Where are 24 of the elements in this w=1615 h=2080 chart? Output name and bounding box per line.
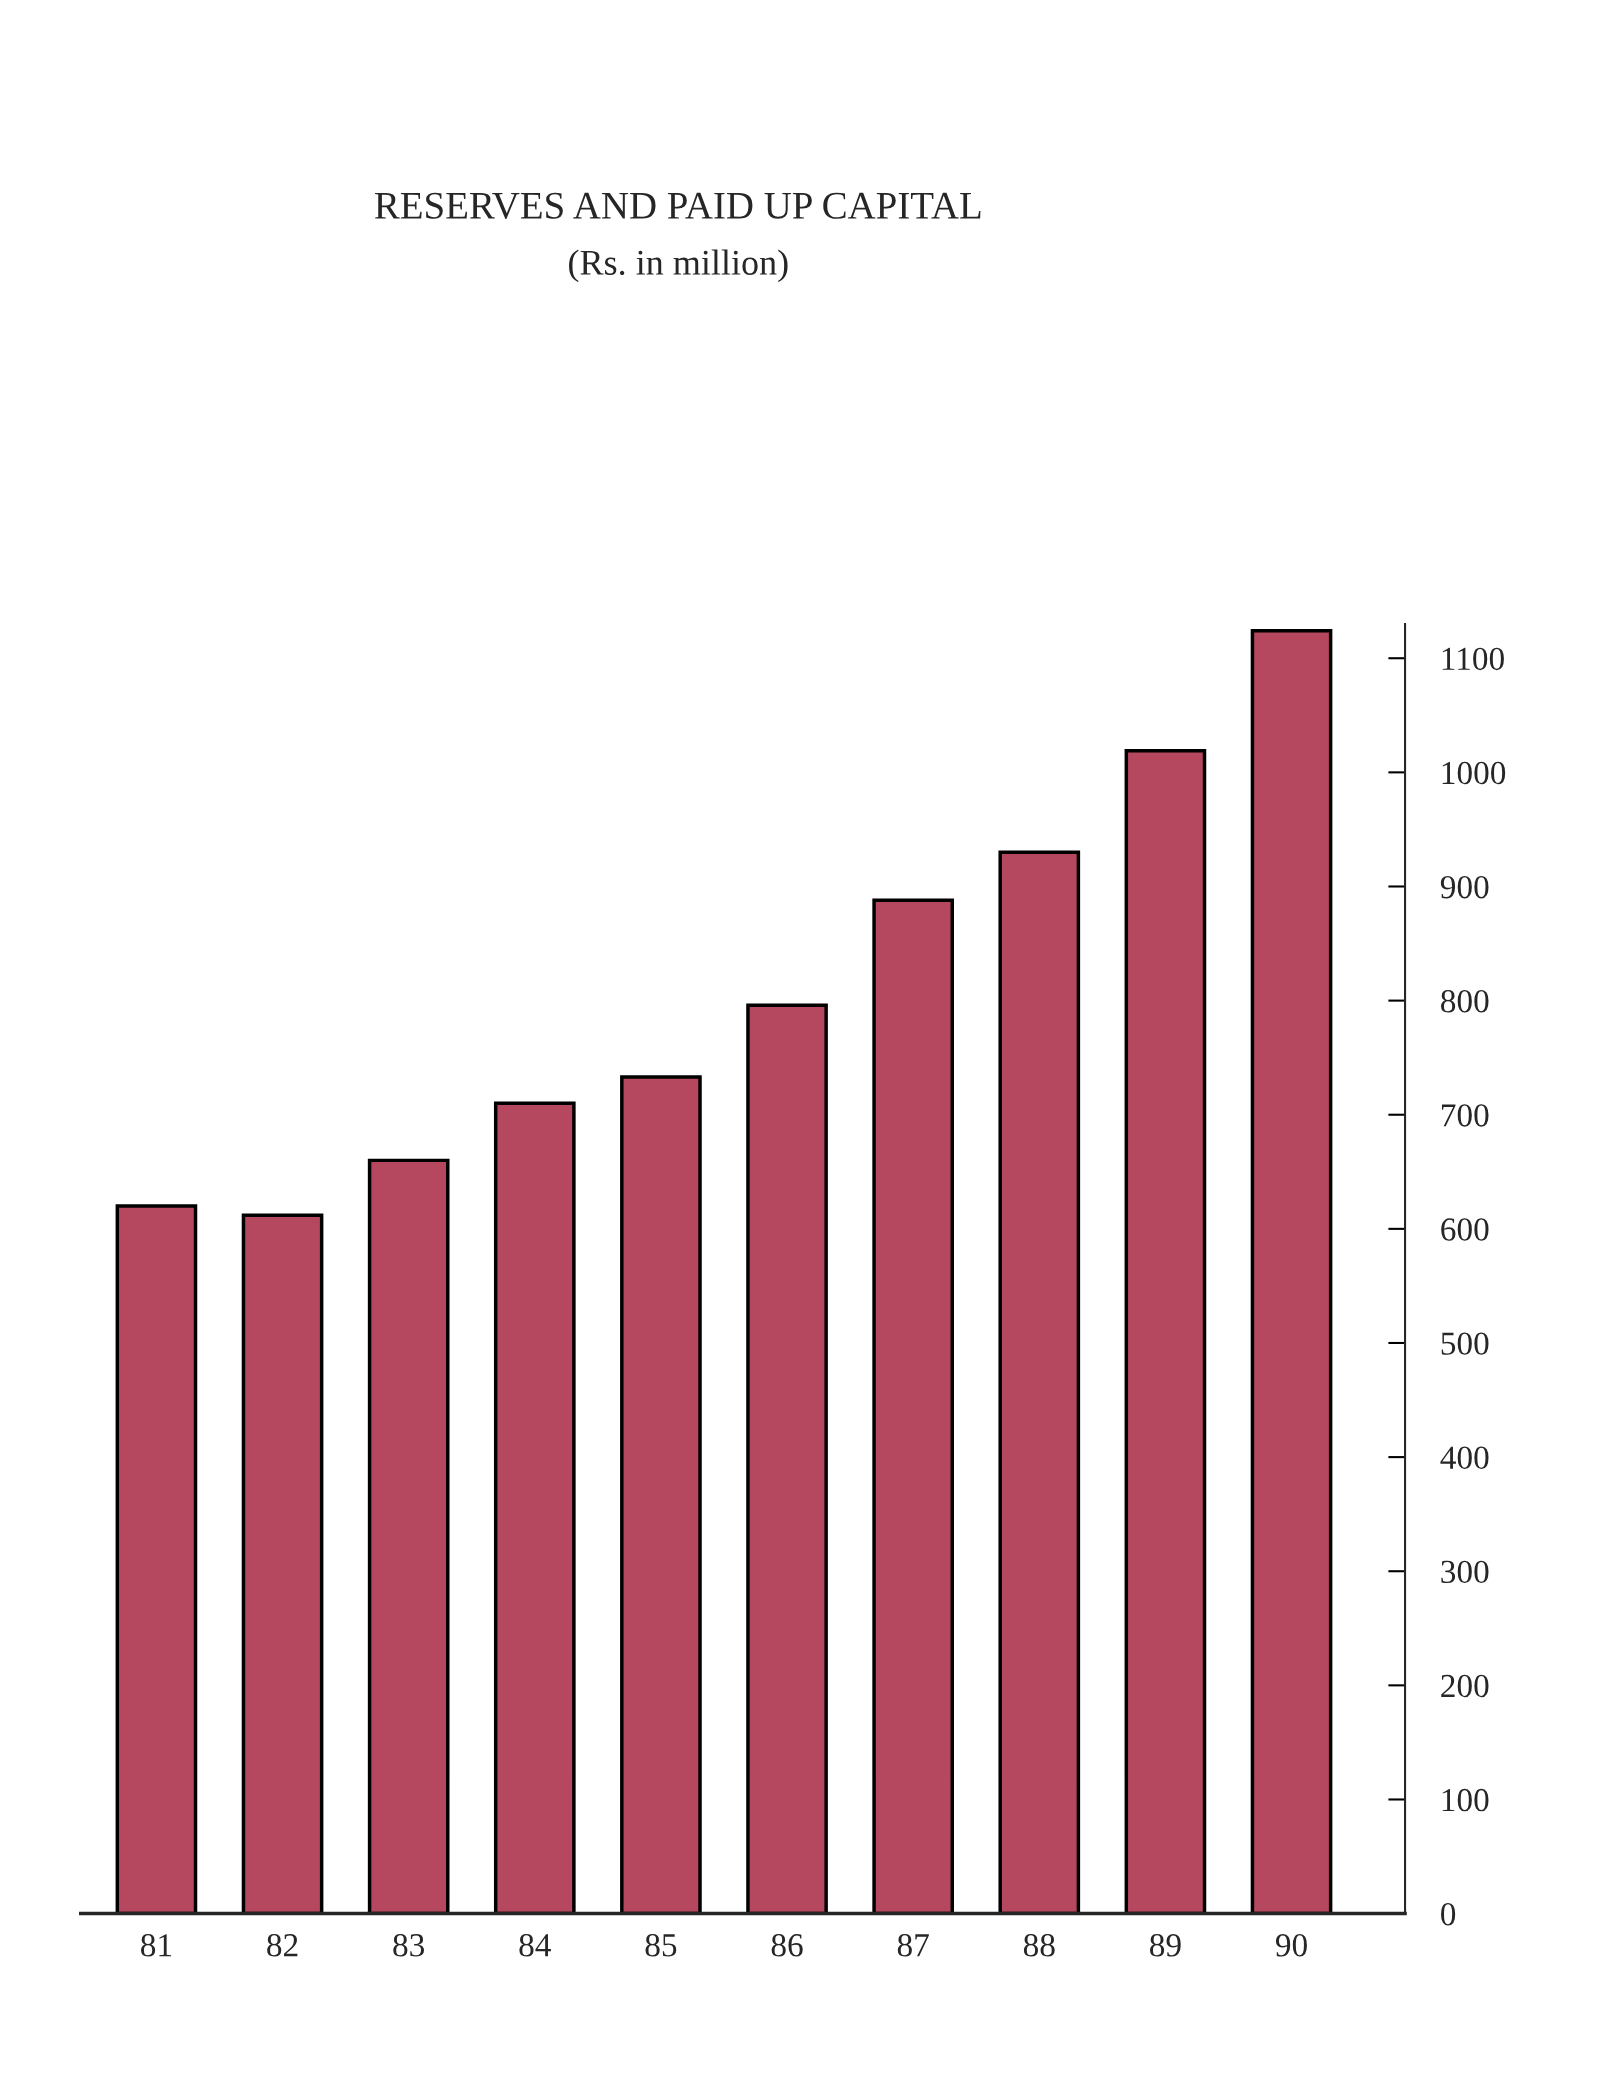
x-tick-label: 83	[393, 1934, 425, 1957]
chart-subtitle: (Rs. in million)	[569, 249, 788, 283]
y-tick-label: 400	[1440, 1446, 1489, 1469]
x-tick-label: 81	[141, 1934, 172, 1957]
y-tick-label: 500	[1441, 1332, 1489, 1355]
x-tick-label: 88	[1023, 1934, 1055, 1957]
x-tick-label: 86	[771, 1934, 803, 1957]
y-tick-label: 1000	[1442, 761, 1506, 785]
y-tick-label: 1100	[1442, 647, 1504, 671]
chart-title: RESERVES AND PAID UP CAPITAL	[374, 192, 981, 219]
x-tick-label: 89	[1150, 1934, 1181, 1957]
y-tick-label: 700	[1441, 1104, 1489, 1127]
x-tick-label: 90	[1275, 1934, 1307, 1957]
y-tick-label: 100	[1442, 1788, 1489, 1812]
y-tick-label: 900	[1440, 875, 1489, 899]
y-tick-label: 0	[1441, 1903, 1456, 1926]
x-tick-label: 85	[645, 1934, 677, 1957]
y-tick-label: 600	[1441, 1218, 1489, 1241]
y-tick-label: 800	[1441, 990, 1489, 1013]
x-tick-label: 87	[897, 1934, 929, 1957]
x-tick-label: 82	[267, 1934, 298, 1957]
x-tick-label: 84	[519, 1934, 551, 1957]
y-tick-label: 200	[1441, 1674, 1489, 1698]
y-tick-label: 300	[1441, 1560, 1489, 1584]
